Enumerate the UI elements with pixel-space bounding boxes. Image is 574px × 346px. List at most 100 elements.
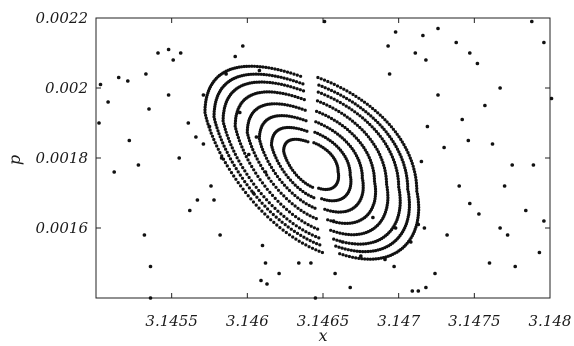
island-point [290, 94, 294, 98]
island-point [280, 102, 284, 106]
island-point [303, 108, 307, 112]
island-point [285, 70, 290, 74]
island-point [313, 130, 317, 134]
island-point [401, 160, 405, 164]
island-point [246, 123, 250, 127]
island-point [363, 250, 367, 254]
island-point [386, 198, 390, 202]
island-point [233, 121, 237, 126]
chaotic-point [371, 215, 375, 220]
island-point [255, 157, 259, 161]
chaotic-point [425, 124, 430, 129]
island-point [320, 84, 324, 88]
island-point [373, 197, 377, 201]
island-point [241, 166, 245, 170]
island-point [369, 249, 373, 253]
x-tick-label: 3.1465 [297, 312, 350, 330]
chaotic-point [257, 68, 262, 73]
island-point [293, 204, 297, 208]
island-point [379, 155, 383, 159]
island-point [290, 202, 294, 206]
island-point [340, 246, 344, 250]
chaotic-point [148, 264, 153, 269]
island-point [293, 115, 297, 119]
chaotic-point [156, 51, 160, 55]
island-point [279, 191, 283, 195]
island-point [227, 154, 231, 158]
island-point [378, 123, 382, 127]
island-point [256, 72, 261, 76]
chaotic-point [477, 212, 481, 216]
island-point [312, 196, 316, 200]
island-point [267, 66, 271, 70]
chaotic-point [409, 240, 413, 244]
island-point [374, 189, 378, 194]
island-point [312, 141, 316, 145]
island-point [350, 132, 354, 136]
island-point [323, 86, 327, 90]
island-point [385, 120, 389, 124]
island-point [270, 66, 274, 70]
island-point [221, 116, 225, 120]
island-point [361, 116, 365, 120]
island-point [359, 106, 363, 110]
chaotic-point [98, 82, 103, 87]
chaotic-point [201, 93, 206, 97]
island-point [371, 249, 375, 253]
chaotic-point [530, 19, 534, 24]
island-point [350, 100, 354, 104]
island-point [300, 107, 304, 111]
island-point [299, 177, 303, 181]
island-point [214, 123, 218, 127]
island-point [269, 165, 274, 169]
island-point [342, 113, 347, 117]
chaotic-point [424, 58, 428, 62]
island-point [273, 90, 277, 94]
chaotic-point [263, 170, 268, 174]
island-point [230, 146, 234, 150]
island-point [329, 96, 333, 100]
island-point [354, 94, 358, 98]
island-point [258, 132, 262, 136]
island-point [290, 212, 295, 216]
island-point [292, 229, 296, 233]
island-point [360, 169, 364, 173]
island-point [315, 242, 319, 246]
island-point [216, 129, 220, 133]
island-point [327, 199, 332, 203]
island-point [347, 98, 352, 102]
island-point [362, 145, 366, 150]
island-point [270, 193, 275, 197]
x-tick-label: 3.147 [377, 312, 420, 330]
island-point [222, 109, 226, 113]
island-point [333, 90, 337, 94]
plot-frame [95, 17, 551, 299]
island-point [222, 144, 226, 148]
chaotic-point [331, 219, 336, 223]
island-point [402, 143, 406, 147]
island-point [403, 145, 407, 149]
island-point [340, 136, 344, 140]
chaotic-point [209, 184, 213, 188]
island-point [265, 73, 269, 77]
chaotic-point [386, 44, 390, 48]
island-point [329, 219, 333, 223]
island-point [394, 166, 398, 170]
island-point [285, 103, 290, 107]
island-point [262, 195, 266, 199]
island-point [257, 137, 261, 141]
island-point [279, 212, 283, 216]
chaotic-point [166, 47, 171, 52]
island-point [330, 140, 335, 144]
island-point [213, 141, 217, 145]
island-point [260, 145, 264, 149]
island-point [334, 108, 338, 112]
island-point [415, 186, 419, 191]
island-point [263, 212, 267, 216]
island-point [317, 83, 321, 87]
island-point [216, 147, 220, 151]
island-point [266, 207, 270, 211]
island-point [255, 195, 259, 199]
island-point [278, 226, 282, 230]
island-point [298, 198, 303, 202]
